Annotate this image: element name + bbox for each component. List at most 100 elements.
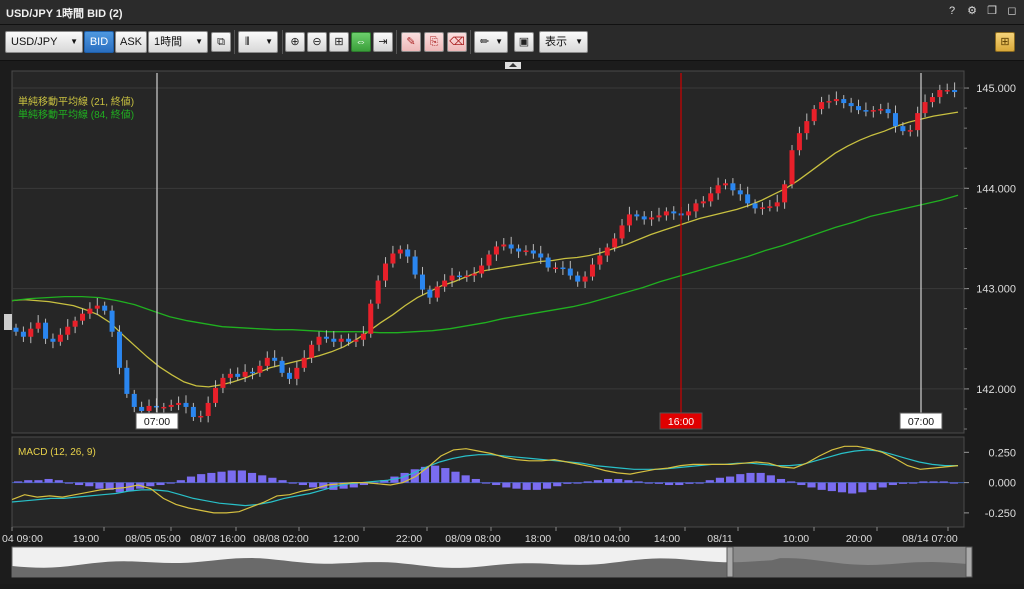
gear-icon[interactable]: ⚙ [967,5,977,17]
candle-up [397,245,403,259]
candle-body [279,360,285,373]
add-drawing-icon[interactable]: ✎ [401,32,421,52]
crosshair-icon[interactable]: ⊞ [329,32,349,52]
candle-up [878,103,884,115]
candle-body [471,273,477,276]
candle-body [900,126,906,132]
candle-up [309,340,315,364]
candle-down [952,82,958,98]
view-menu-label: 表示 [545,36,567,48]
candle-body [856,106,862,111]
candle-up [493,241,499,261]
candle-body [35,322,41,329]
candle-body [360,333,366,340]
time-tick-label: 08/10 04:00 [574,533,630,545]
candle-down [508,236,514,254]
macd-tick-label: 0.000 [988,478,1016,490]
candle-down [346,333,352,346]
timeframe-select[interactable]: 1時間 ▼ [148,31,208,53]
candle-down [545,253,551,272]
candle-down [427,285,433,305]
candle-down [560,261,566,275]
macd-histogram-bar [14,481,23,483]
navigator-right-handle[interactable] [965,546,973,578]
candle-body [323,336,329,339]
candle-body [72,320,78,327]
bid-button[interactable]: BID [84,31,114,53]
price-chart[interactable]: 07:00 16:00 07:00 145.000 144.000 143.000 142… [0,61,1024,584]
macd-histogram-bar [522,482,531,490]
candle-up [767,199,773,212]
candle-body [286,372,292,379]
time-cursor-label: 16:00 [668,416,694,428]
candle-up [826,94,832,109]
candle-body [449,275,455,281]
screenshot-icon[interactable]: ▣ [514,32,534,52]
layout-grid-icon[interactable]: ⊞ [995,32,1015,52]
candle-body [878,109,884,111]
candle-body [863,110,869,112]
candle-body [102,305,108,311]
restore-icon[interactable]: ❐ [987,5,997,17]
candle-down [412,250,418,279]
candle-down [516,244,522,258]
candle-down [131,389,137,413]
candle-body [434,286,440,298]
draw-tool-select[interactable]: ✏ ▼ [474,31,508,53]
candle-up [582,271,588,289]
macd-histogram-bar [898,482,908,484]
candle-down [848,97,854,113]
chart-type-select[interactable]: ⫴ ▼ [238,31,278,53]
candle-up [168,399,174,411]
candle-up [205,396,211,423]
zoom-out-icon[interactable]: ⊖ [307,32,327,52]
macd-panel [11,436,965,528]
candle-body [65,326,71,335]
candle-down [456,271,462,281]
candle-up [612,233,618,252]
candle-down [737,183,743,201]
candle-body [663,211,669,216]
candle-body [456,275,462,278]
link-chart-icon[interactable]: ⧉ [211,32,231,52]
price-tick-label: 144.000 [976,183,1016,195]
candle-up [604,243,610,262]
candle-body [43,322,49,339]
symbol-select[interactable]: USD/JPY ▼ [5,31,83,53]
scroll-right-icon[interactable]: ⇥ [373,32,393,52]
candle-body [301,357,307,368]
candle-down [279,356,285,377]
macd-tick-label: -0.250 [985,508,1016,520]
candle-up [198,410,204,423]
candle-down [235,367,241,381]
navigator-left-handle[interactable] [726,546,734,578]
candle-up [94,298,100,316]
macd-histogram-bar [34,480,43,483]
candle-body [575,275,581,282]
help-icon[interactable]: ? [948,5,956,17]
candle-body [545,257,551,268]
candle-up [294,361,300,386]
candle-up [80,308,86,325]
chart-area[interactable]: 07:00 16:00 07:00 145.000 144.000 143.000 142… [0,61,1024,584]
candle-body [848,103,854,107]
macd-histogram-bar [807,482,816,488]
ask-button[interactable]: ASK [115,31,147,53]
candle-up [146,399,152,415]
candle-down [13,323,19,336]
view-menu[interactable]: 表示 ▼ [539,31,588,53]
macd-histogram-bar [949,482,958,484]
candle-body [50,338,56,342]
candle-up [353,333,359,347]
candle-body [331,338,337,342]
fit-width-icon[interactable]: ⇔ [351,32,371,52]
candle-down [730,178,736,196]
zoom-in-icon[interactable]: ⊕ [285,32,305,52]
delete-drawing-icon[interactable]: ⌫ [447,32,467,52]
copy-drawing-icon[interactable]: ⎘ [424,32,444,52]
candle-down [190,402,196,421]
candle-body [419,274,425,290]
maximize-icon[interactable]: ◻ [1007,5,1017,17]
candle-body [235,373,241,377]
left-scroll-handle[interactable] [4,314,12,330]
